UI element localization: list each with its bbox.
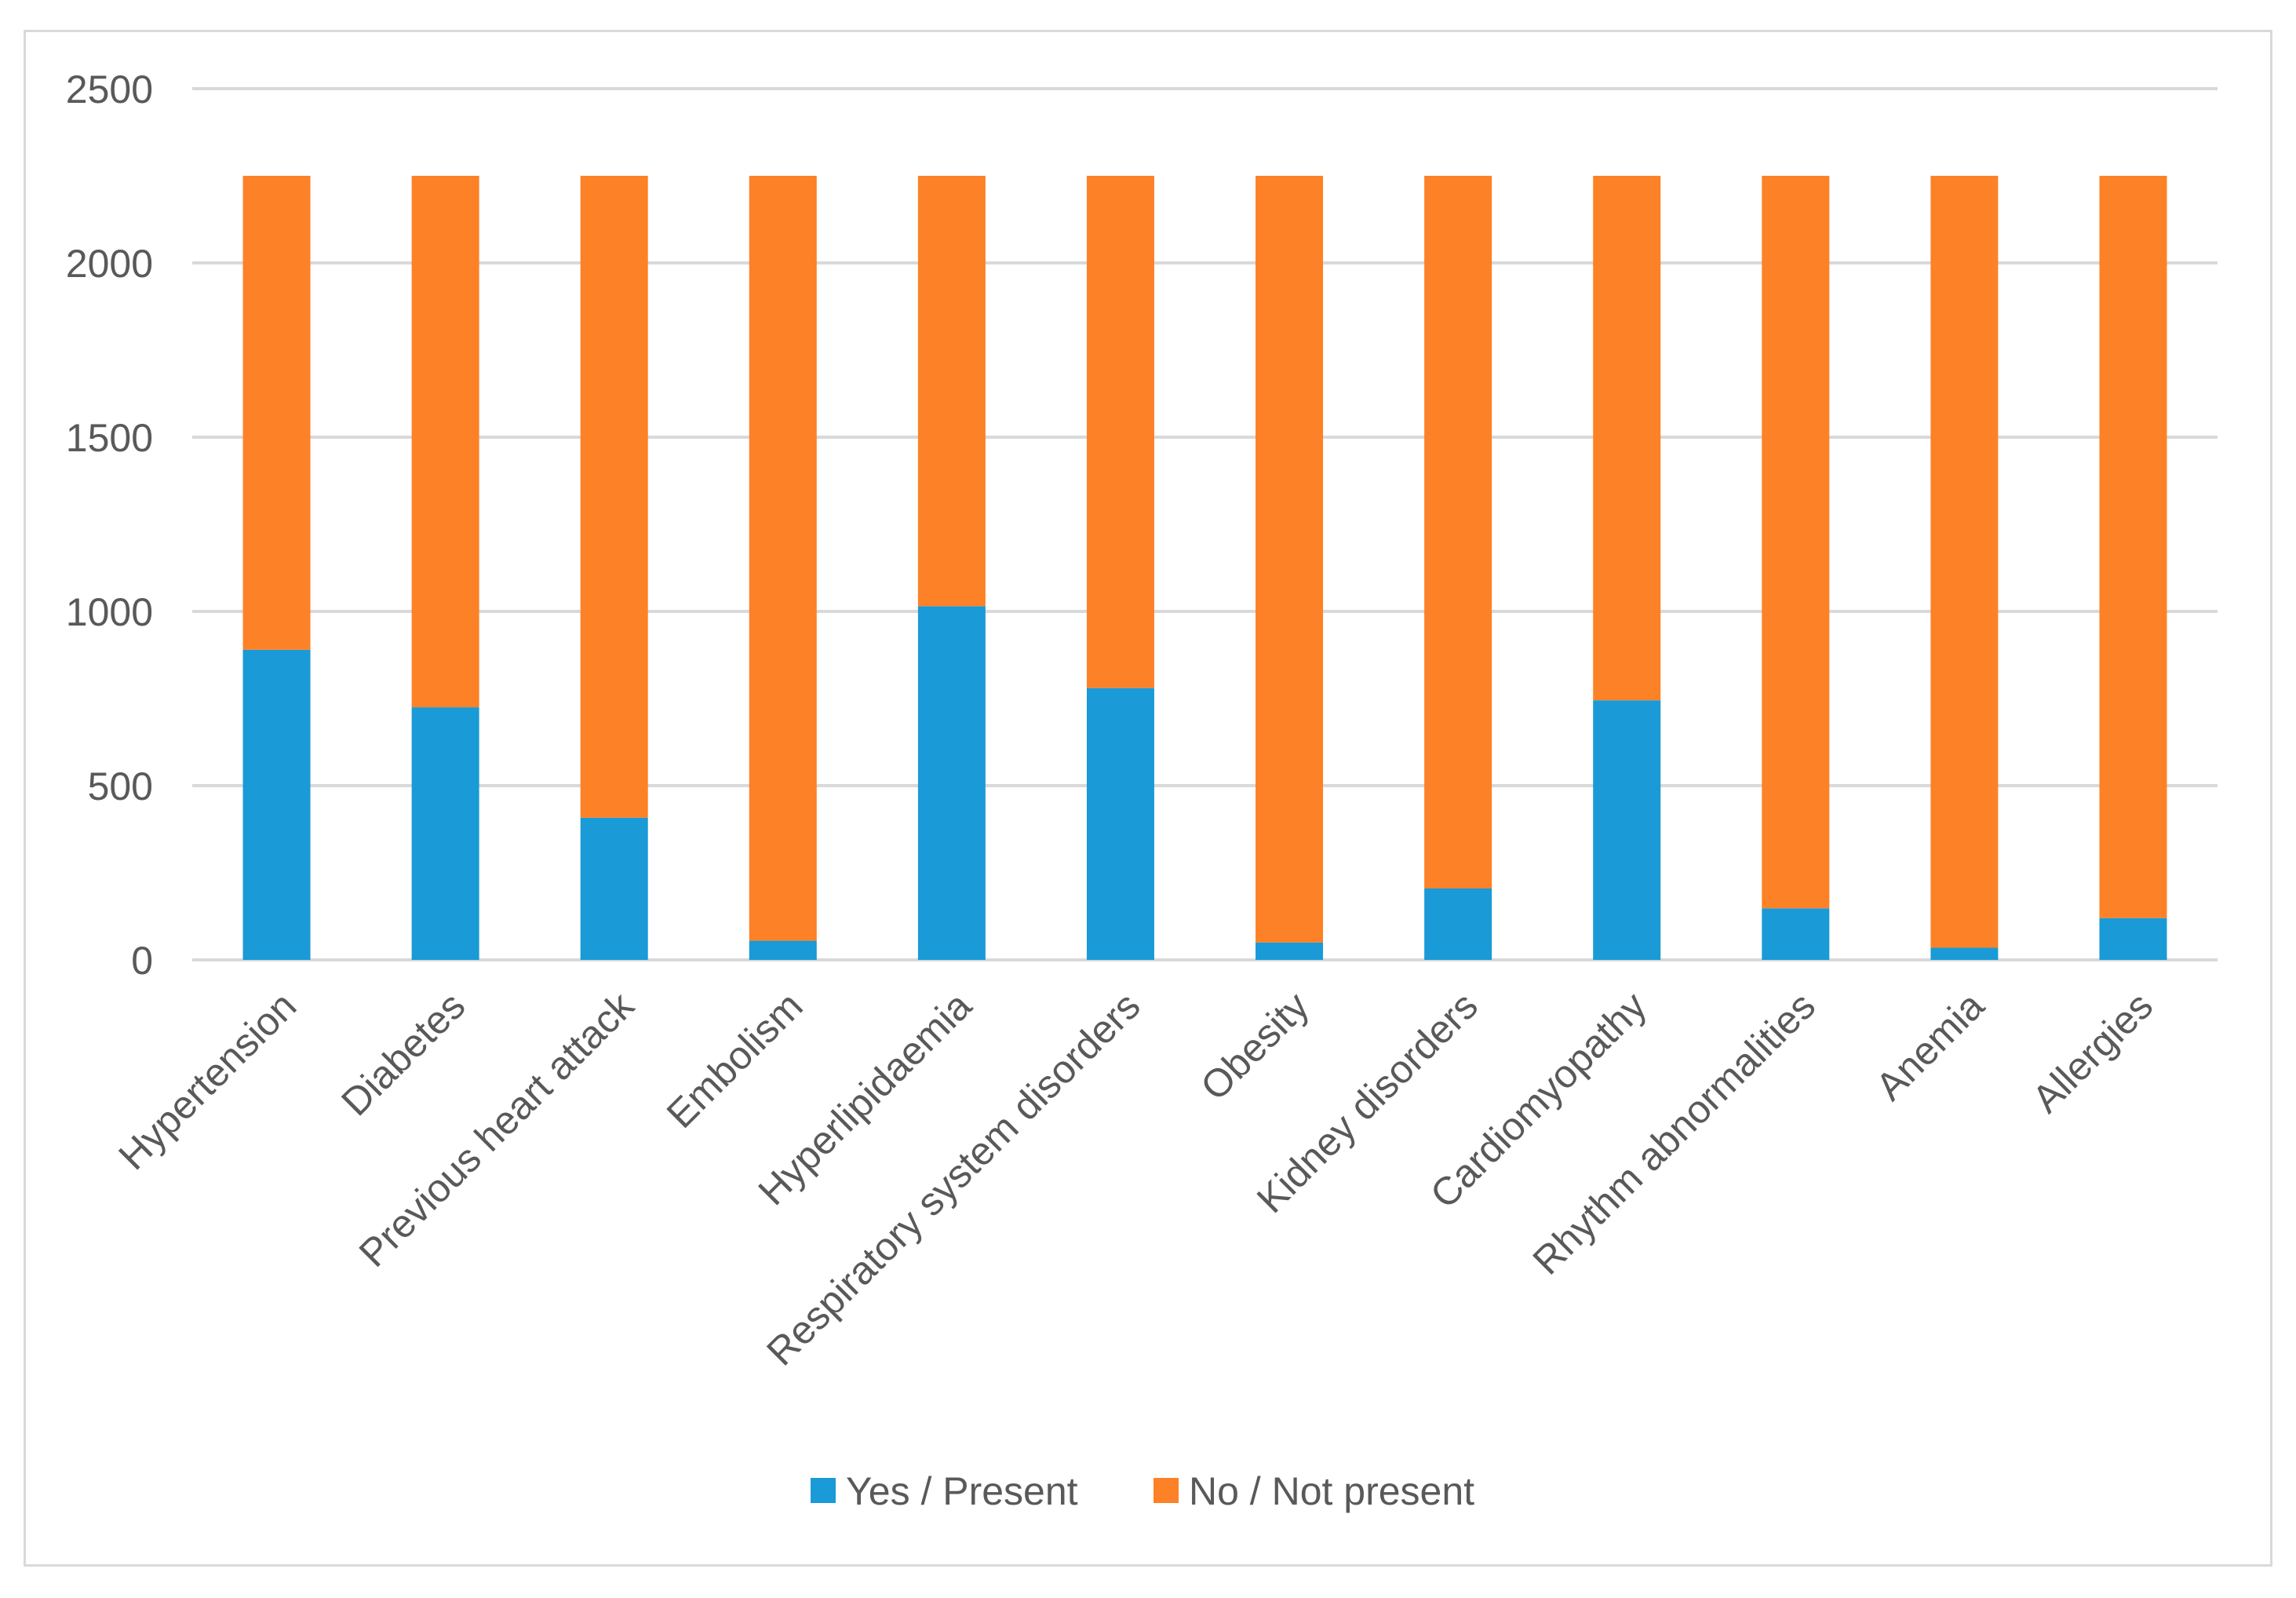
x-tick-label: Respiratory system disorders xyxy=(758,983,1148,1374)
bar-no-obesity xyxy=(1256,176,1324,943)
legend-swatch-no xyxy=(1153,1478,1179,1503)
bar-yes-kidney-disorders xyxy=(1424,888,1492,960)
bar-no-respiratory-system-disorders xyxy=(1086,176,1154,688)
legend-swatch-yes xyxy=(811,1478,836,1503)
x-tick-label: Embolism xyxy=(658,983,811,1136)
bar-no-embolism xyxy=(749,176,817,941)
bars-layer xyxy=(242,176,2167,960)
bar-no-diabetes xyxy=(411,176,479,708)
bar-yes-respiratory-system-disorders xyxy=(1086,688,1154,960)
x-tick-label: Diabetes xyxy=(333,983,473,1124)
x-tick-label: Rhythm abnormalities xyxy=(1525,983,1824,1283)
bar-no-hyperlipidaemia xyxy=(917,176,986,607)
bar-no-previous-heart-attack xyxy=(580,176,648,818)
bar-no-kidney-disorders xyxy=(1424,176,1492,888)
bar-yes-previous-heart-attack xyxy=(580,817,648,960)
y-tick-label: 2000 xyxy=(66,242,153,286)
bar-yes-cardiomyopathy xyxy=(1593,700,1661,960)
y-tick-label: 1500 xyxy=(66,416,153,460)
bar-no-rhythm-abnormalities xyxy=(1762,176,1830,909)
y-tick-label: 0 xyxy=(131,939,153,983)
x-tick-label: Previous heart attack xyxy=(351,983,643,1275)
y-axis-ticks: 0 500 1000 1500 2000 2500 xyxy=(66,67,153,983)
bar-no-hypertension xyxy=(242,176,311,650)
bar-yes-obesity xyxy=(1256,942,1324,960)
bar-yes-anemia xyxy=(1930,947,1999,960)
bar-yes-rhythm-abnormalities xyxy=(1762,908,1830,960)
y-tick-label: 1000 xyxy=(66,590,153,634)
bar-yes-hypertension xyxy=(242,649,311,960)
bar-yes-hyperlipidaemia xyxy=(917,606,986,960)
bar-no-cardiomyopathy xyxy=(1593,176,1661,701)
x-tick-label: Hypertension xyxy=(110,983,304,1178)
legend: Yes / Present No / Not present xyxy=(811,1469,1474,1513)
bar-yes-allergies xyxy=(2099,918,2167,960)
bar-no-anemia xyxy=(1930,176,1999,948)
x-tick-label: Obesity xyxy=(1192,983,1317,1108)
legend-label-yes: Yes / Present xyxy=(846,1469,1078,1513)
x-tick-label: Anemia xyxy=(1868,983,1993,1109)
bar-yes-diabetes xyxy=(411,707,479,960)
grid-layer xyxy=(192,87,2218,961)
y-tick-label: 2500 xyxy=(66,67,153,111)
bar-yes-embolism xyxy=(749,940,817,960)
legend-label-no: No / Not present xyxy=(1189,1469,1474,1513)
y-tick-label: 500 xyxy=(88,764,153,808)
bar-no-allergies xyxy=(2099,176,2167,918)
x-tick-label: Allergies xyxy=(2024,983,2161,1121)
